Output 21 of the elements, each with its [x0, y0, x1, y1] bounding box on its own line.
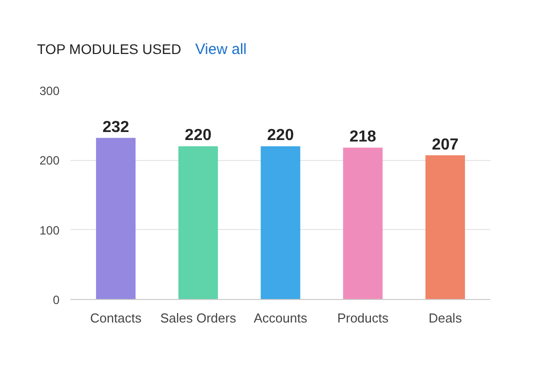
y-tick-label: 200: [39, 154, 60, 168]
x-tick-label: Deals: [428, 310, 462, 326]
data-label: 232: [102, 118, 130, 136]
data-label: 220: [267, 127, 294, 144]
y-tick-label: 0: [52, 293, 60, 307]
bar: [260, 146, 300, 300]
bar: [425, 155, 465, 300]
text: View all: [195, 41, 247, 58]
y-tick-label: 100: [39, 223, 60, 238]
data-label: 220: [184, 127, 212, 144]
chart-title: TOP MODULES USED: [37, 41, 182, 57]
y-tick-label: 300: [39, 84, 60, 98]
x-tick-label: Contacts: [90, 310, 142, 326]
bar: [178, 146, 218, 300]
x-tick-label: Accounts: [254, 310, 308, 326]
bar: [96, 138, 136, 300]
data-label: 207: [432, 136, 459, 154]
x-tick-label: Sales Orders: [160, 310, 237, 326]
x-tick-label: Products: [337, 310, 390, 326]
data-label: 218: [350, 128, 376, 146]
bar: [343, 148, 383, 300]
